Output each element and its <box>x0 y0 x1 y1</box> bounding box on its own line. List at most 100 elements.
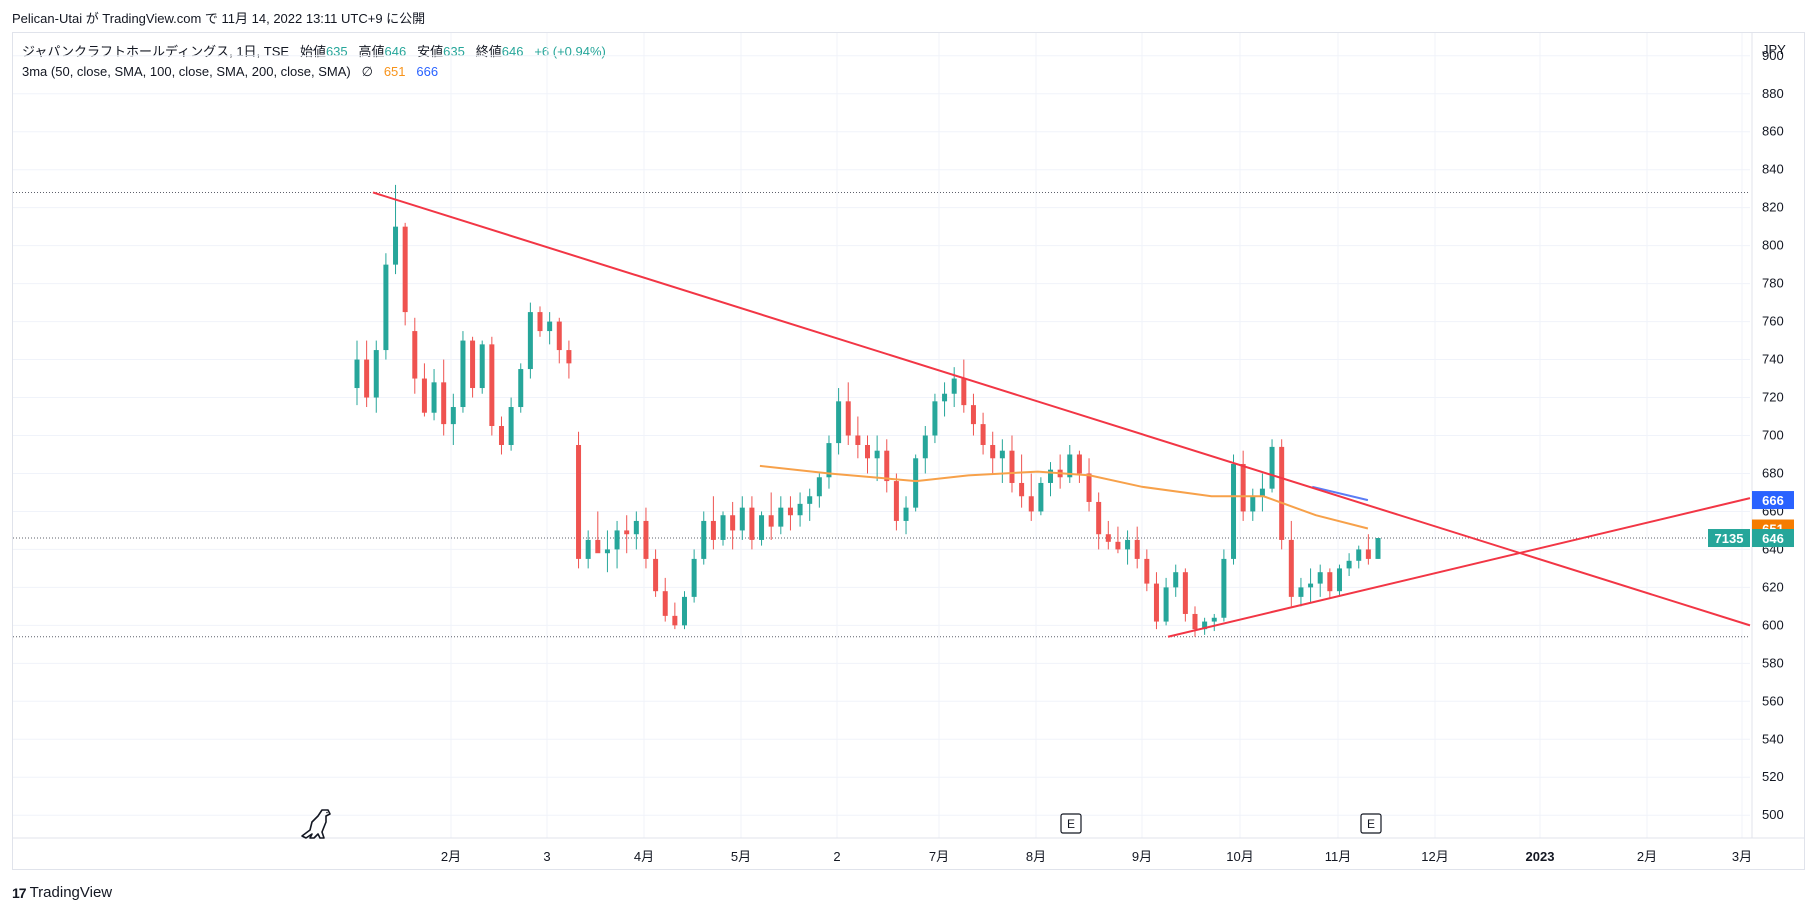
candle-body <box>624 530 630 535</box>
legend-high-label: 高値 <box>358 44 385 59</box>
candle-body <box>749 507 755 540</box>
candle-body <box>1153 583 1159 622</box>
time-tick-label: 10月 <box>1226 849 1253 864</box>
time-tick-label: 9月 <box>1132 849 1152 864</box>
candle-body <box>980 424 986 445</box>
dino-icon[interactable] <box>301 809 331 839</box>
candle-body <box>1067 454 1073 478</box>
earnings-event-icon <box>1060 813 1082 834</box>
price-tick-label: 820 <box>1762 200 1784 215</box>
candle-body <box>990 444 996 459</box>
candle-body <box>479 344 485 389</box>
price-tick-label: 780 <box>1762 276 1784 291</box>
candle-body <box>1028 496 1034 512</box>
volume-badge <box>1708 529 1750 548</box>
trendlines <box>372 191 1751 638</box>
legend-symbol[interactable]: ジャパンクラフトホールディングス, 1日, TSE <box>22 44 290 59</box>
candle-body <box>537 312 543 332</box>
candle-body <box>922 435 928 459</box>
candle-body <box>1259 488 1265 497</box>
candle-body <box>1327 572 1333 592</box>
price-tick-label: 620 <box>1762 579 1784 594</box>
price-tick-label: 800 <box>1762 238 1784 253</box>
candle-body <box>498 426 504 445</box>
candle-body <box>672 615 678 626</box>
candle-body <box>730 515 736 531</box>
candle-body <box>470 340 476 389</box>
candle-body <box>450 407 456 425</box>
time-tick-label: 11月 <box>1325 849 1352 864</box>
price-tick-label: 900 <box>1762 48 1784 63</box>
candle-body <box>373 350 379 398</box>
price-tick-label: 580 <box>1762 655 1784 670</box>
candle-body <box>739 507 745 531</box>
candle-body <box>1173 572 1179 588</box>
legend-high-value: 646 <box>384 44 407 59</box>
currency-label: JPY <box>1762 42 1786 57</box>
time-tick-label: 4月 <box>634 849 654 864</box>
candle-body <box>807 496 813 504</box>
price-tick-label: 720 <box>1762 390 1784 405</box>
price-tick-label: 740 <box>1762 352 1784 367</box>
horizontal-levels <box>13 191 1750 638</box>
candle-body <box>460 340 466 408</box>
price-axis: 5005205405605806006206406606807007207407… <box>1751 33 1786 838</box>
candle-body <box>836 401 842 444</box>
candle-body <box>691 558 697 597</box>
legend-ma-label[interactable]: 3ma (50, close, SMA, 100, close, SMA, 20… <box>22 64 351 79</box>
legend-open-value: 635 <box>325 44 348 59</box>
chart-frame[interactable] <box>12 32 1805 870</box>
price-tick-label: 760 <box>1762 314 1784 329</box>
candle-body <box>441 382 447 425</box>
candle-body <box>951 378 957 394</box>
candle-body <box>720 515 726 540</box>
candle-body <box>681 596 687 626</box>
legend-ma100-value: 666 <box>416 64 439 79</box>
legend-close-label: 終値 <box>475 44 502 59</box>
candle-body <box>884 450 890 482</box>
candle-body <box>1317 572 1323 584</box>
candle-body <box>604 549 610 554</box>
time-tick-label: 3 <box>543 849 550 864</box>
footer-brand[interactable]: 17 TradingView <box>12 884 112 901</box>
legend-ma-null: ∅ <box>361 64 373 79</box>
candle-body <box>1308 583 1314 588</box>
candle-body <box>354 359 360 389</box>
candle-body <box>1288 539 1294 597</box>
candle-body <box>1182 572 1188 614</box>
price-tick-label: 860 <box>1762 124 1784 139</box>
candle-body <box>1019 482 1025 497</box>
time-tick-label: 7月 <box>929 849 949 864</box>
candle-body <box>508 407 514 445</box>
candle-body <box>874 450 880 459</box>
price-badge <box>1752 491 1794 510</box>
price-badges: 6666516467135 <box>1708 491 1794 548</box>
tradingview-logo-icon: 17 <box>12 884 27 901</box>
candle-body <box>614 530 620 550</box>
candle-body <box>1269 446 1275 489</box>
candle-body <box>518 369 524 408</box>
time-tick-label: 12月 <box>1421 849 1448 864</box>
legend-open-label: 始値 <box>299 44 326 59</box>
legend-low-value: 635 <box>443 44 465 59</box>
candle-body <box>1134 539 1140 559</box>
grid <box>13 33 1750 838</box>
time-axis: 2月 3 4月 5月 2 7月 8月 9月 10月 11月 12月 2023 2月 3月 <box>13 837 1805 864</box>
price-badge-label: 666 <box>1762 493 1784 508</box>
candle-body <box>556 321 562 351</box>
candle-body <box>431 382 437 413</box>
candle-body <box>1048 469 1054 483</box>
candle-body <box>845 401 851 436</box>
candle-body <box>1250 496 1256 512</box>
candle-body <box>1298 587 1304 597</box>
candle-body <box>942 393 948 402</box>
candle-body <box>1096 501 1102 535</box>
candle-body <box>1192 613 1198 630</box>
candle-body <box>1115 541 1121 550</box>
candle-body <box>421 378 427 413</box>
earnings-event-label: E <box>1067 817 1075 831</box>
candle-body <box>1125 539 1131 550</box>
candle-body <box>1086 473 1092 502</box>
